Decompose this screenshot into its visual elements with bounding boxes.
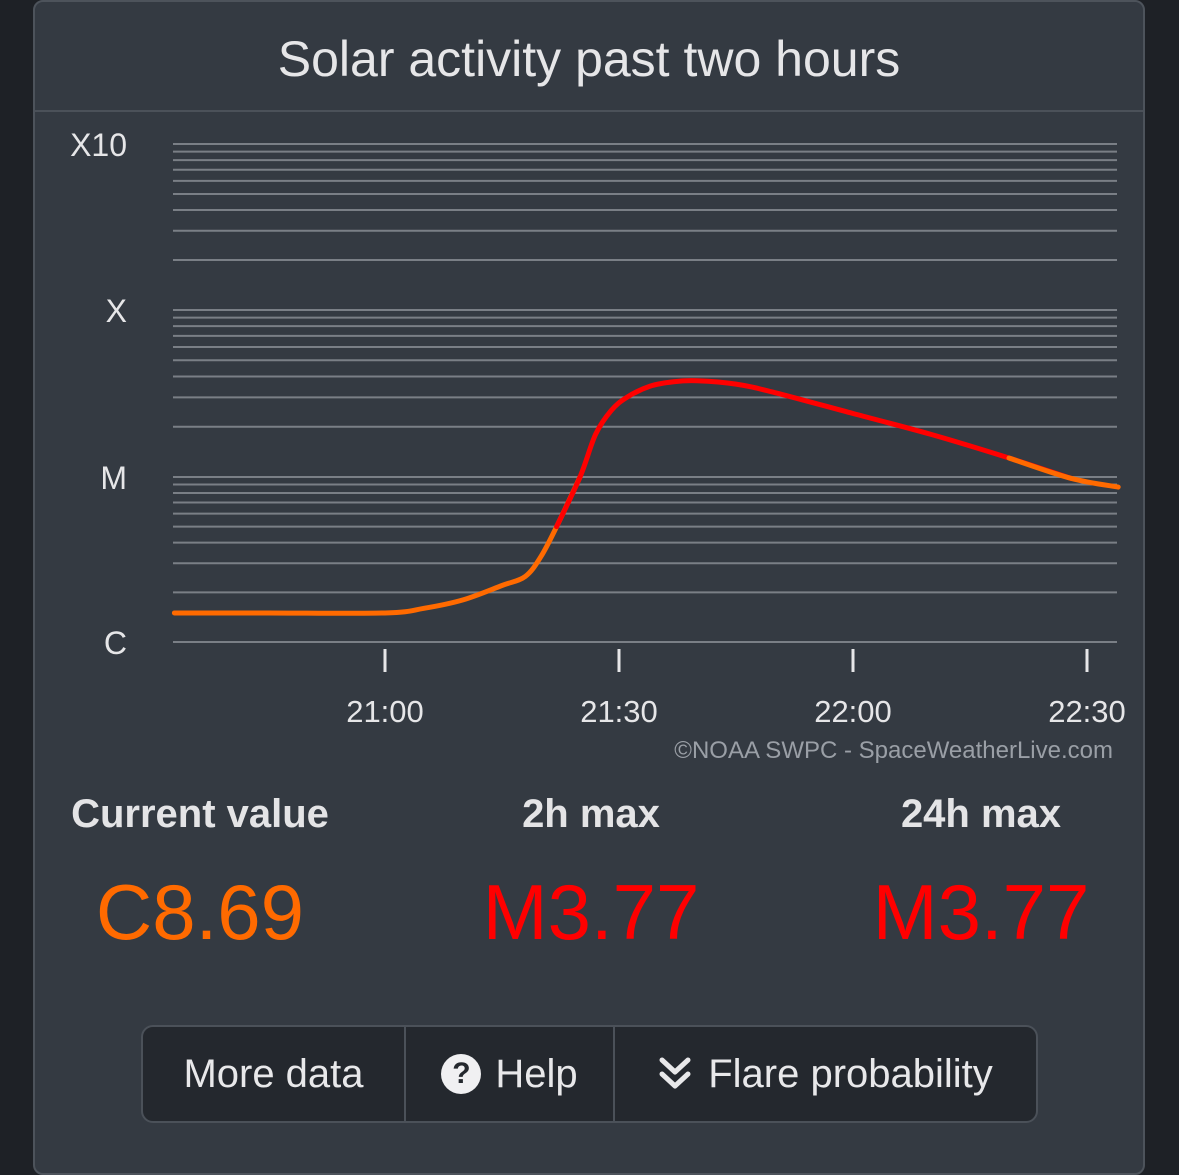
twenty-four-hour-max-label: 24h max (900, 792, 1062, 836)
x-tick-label: 22:00 (814, 694, 892, 729)
y-tick-label: X10 (70, 127, 127, 163)
flux-line (1006, 455, 1121, 490)
help-label: Help (495, 1051, 578, 1096)
flux-line (554, 378, 1074, 530)
y-tick-label: X (106, 293, 127, 329)
solar-activity-chart: C M X X10 21:00 21:30 22:00 22:30 ©NOAA SWPC - S… (70, 127, 1126, 764)
y-tick-label: C (104, 625, 127, 661)
flux-line (171, 474, 583, 616)
twenty-four-hour-max-value: M3.77 (872, 868, 1090, 956)
chart-credit: ©NOAA SWPC - SpaceWeatherLive.com (674, 737, 1113, 764)
solar-activity-panel: Solar activity past two hours C M X X10 21:0… (33, 0, 1145, 1175)
flare-probability-label: Flare probability (708, 1051, 993, 1096)
panel-header: Solar activity past two hours (35, 2, 1143, 112)
x-tick-label: 22:30 (1048, 694, 1126, 729)
more-data-label: More data (183, 1051, 364, 1096)
two-hour-max-value: M3.77 (482, 868, 700, 956)
flare-probability-button[interactable]: Flare probability (613, 1027, 1036, 1121)
help-button[interactable]: ? Help (404, 1027, 613, 1121)
x-tick-label: 21:30 (580, 694, 658, 729)
more-data-button[interactable]: More data (143, 1027, 404, 1121)
panel-title: Solar activity past two hours (277, 31, 901, 87)
action-button-group: More data ? Help Flare probability (141, 1025, 1038, 1123)
two-hour-max-label: 2h max (522, 792, 660, 836)
x-tick-label: 21:00 (346, 694, 424, 729)
current-value: C8.69 (95, 868, 305, 956)
current-value-label: Current value (71, 792, 329, 836)
y-tick-label: M (100, 460, 127, 496)
question-circle-icon: ? (441, 1054, 482, 1094)
double-chevron-down-icon (658, 1056, 692, 1092)
